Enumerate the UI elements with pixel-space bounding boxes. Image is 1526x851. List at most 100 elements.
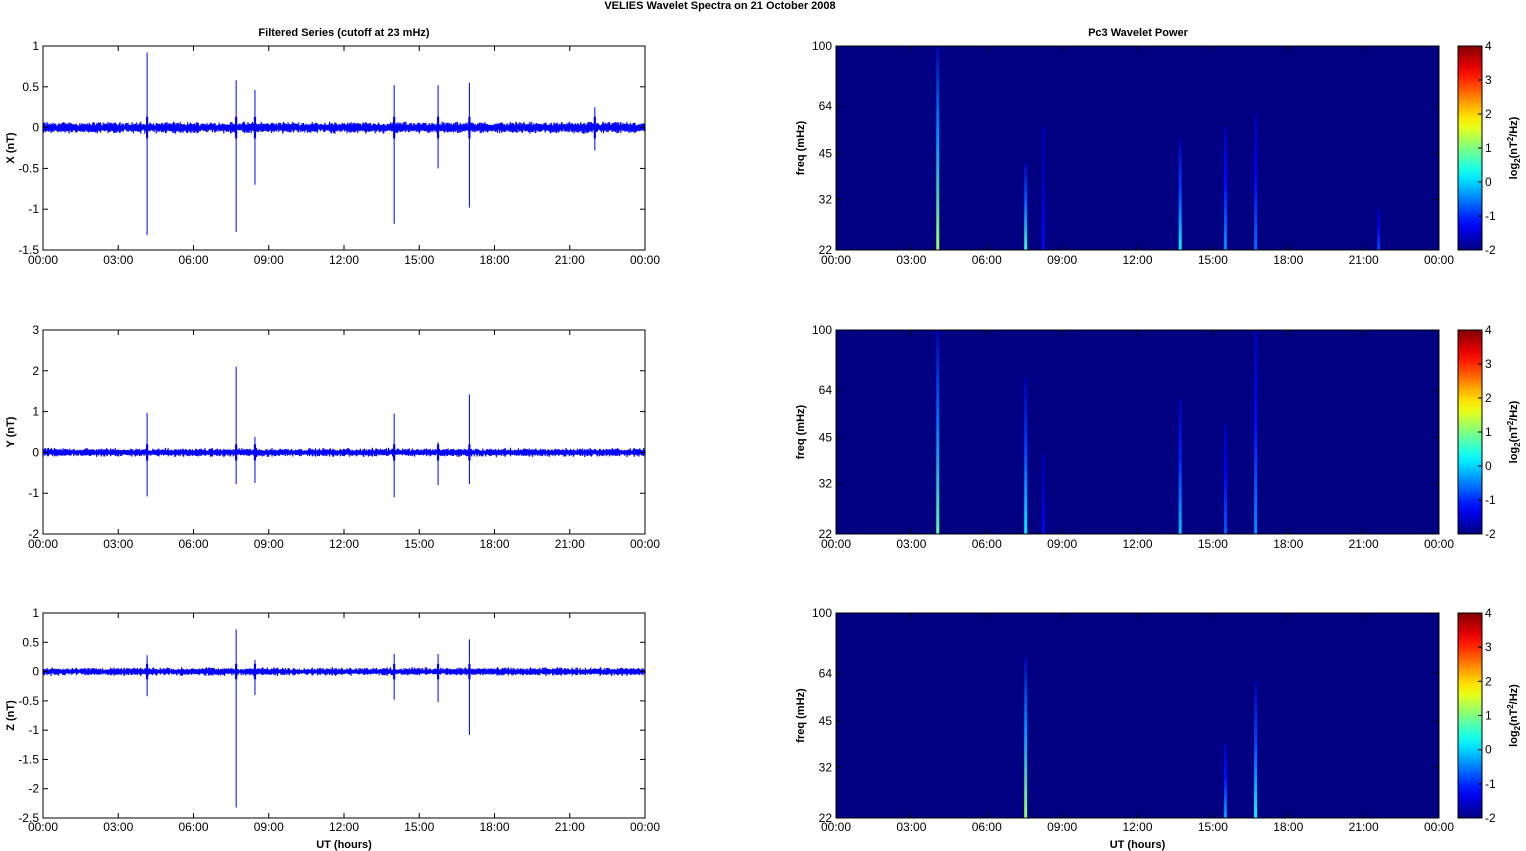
x-spectrum-colorbar-label-part: 2 [1513, 158, 1522, 163]
x-spectrum-xtick-label: 00:00 [821, 253, 851, 267]
x-spectrum-colorbar-tick-label: 4 [1485, 39, 1492, 53]
y-spectrum-colorbar-label: log2(nT2/Hz) [1506, 400, 1522, 463]
z-series-ytick-label: -2.5 [18, 811, 39, 825]
z-spectrum-ytick-label: 64 [819, 666, 833, 680]
z-spectrum-colorbar-label-part: (nT [1508, 709, 1520, 726]
x-spectrum-xtick-label: 09:00 [1047, 253, 1077, 267]
z-spectrum-ylabel: freq (mHz) [795, 688, 807, 743]
y-spectrum-ytick-label: 32 [819, 477, 833, 491]
x-spectrum-colorbar-label-part: /Hz) [1508, 116, 1520, 137]
x-series-xtick-label: 00:00 [630, 253, 660, 267]
y-series-ytick-label: -1 [28, 486, 39, 500]
z-spectrum-colorbar-label-part: 2 [1513, 725, 1522, 730]
y-spectrum-xtick-label: 00:00 [821, 537, 851, 551]
x-spectrum-xtick-label: 18:00 [1273, 253, 1303, 267]
y-spectrum-xtick-label: 03:00 [896, 537, 926, 551]
x-spectrum-ytick-label: 100 [812, 39, 832, 53]
y-spectrum-colorbar-tick-label: 0 [1485, 459, 1492, 473]
x-spectrum-colorbar-tick-label: 3 [1485, 73, 1492, 87]
x-series-xtick-label: 03:00 [103, 253, 133, 267]
y-series-xtick-label: 18:00 [479, 537, 509, 551]
y-series-xtick-label: 00:00 [630, 537, 660, 551]
y-spectrum-colorbar-tick-label: 3 [1485, 357, 1492, 371]
x-spectrum-ytick-label: 64 [819, 99, 833, 113]
z-spectrum-ytick-label: 100 [812, 606, 832, 620]
y-spectrum-xtick-label: 12:00 [1122, 537, 1152, 551]
x-spectrum-xtick-label: 06:00 [972, 253, 1002, 267]
y-spectrum-power-streak [936, 330, 940, 534]
z-series-ytick-label: -1 [28, 723, 39, 737]
z-spectrum-colorbar-tick-label: -2 [1485, 811, 1496, 825]
x-series-ylabel: X (nT) [5, 132, 17, 163]
z-series-xtick-label: 06:00 [178, 820, 208, 834]
x-series-xtick-label: 06:00 [178, 253, 208, 267]
z-spectrum-colorbar-label-part: log [1508, 730, 1520, 747]
x-spectrum-colorbar-label-part: 2 [1506, 136, 1515, 141]
y-spectrum-xtick-label: 06:00 [972, 537, 1002, 551]
x-spectrum-power-streak [1178, 139, 1182, 250]
y-series-plot-area [43, 330, 645, 534]
y-spectrum-colorbar-label-part: /Hz) [1508, 400, 1520, 421]
y-spectrum-xtick-label: 18:00 [1273, 537, 1303, 551]
x-spectrum-power-streak [936, 46, 940, 250]
y-series-xtick-label: 03:00 [103, 537, 133, 551]
z-spectrum-xlabel: UT (hours) [1110, 839, 1166, 851]
z-spectrum-xtick-label: 00:00 [821, 820, 851, 834]
y-spectrum-colorbar-label-part: log [1508, 447, 1520, 464]
x-spectrum-xtick-label: 00:00 [1424, 253, 1454, 267]
y-series-ytick-label: -2 [28, 527, 39, 541]
x-spectrum-ytick-label: 22 [819, 243, 833, 257]
y-spectrum-colorbar-tick-label: -1 [1485, 493, 1496, 507]
x-spectrum-colorbar-tick-label: 1 [1485, 141, 1492, 155]
z-series-ytick-label: 1 [32, 606, 39, 620]
x-series-ytick-label: 0 [32, 121, 39, 135]
x-spectrum-power-streak [1041, 126, 1045, 250]
y-series-xtick-label: 00:00 [28, 537, 58, 551]
z-series-xlabel: UT (hours) [316, 839, 372, 851]
y-spectrum-ytick-label: 100 [812, 323, 832, 337]
z-series-plot-area [43, 613, 645, 818]
x-spectrum-ylabel: freq (mHz) [795, 120, 807, 175]
z-spectrum-colorbar-tick-label: 2 [1485, 674, 1492, 688]
x-series-xtick-label: 12:00 [329, 253, 359, 267]
y-spectrum-power-streak [1223, 423, 1227, 534]
y-series-xtick-label: 21:00 [555, 537, 585, 551]
y-spectrum-colorbar-label-part: 2 [1513, 442, 1522, 447]
y-spectrum-ylabel: freq (mHz) [795, 404, 807, 459]
x-series-panel: 1 0.5 0 -0.5 -1 -1.5 X (nT) [5, 39, 646, 257]
y-spectrum-power-streak [1254, 330, 1258, 534]
z-spectrum-xtick-label: 18:00 [1273, 820, 1303, 834]
y-spectrum-power-streak [1041, 453, 1045, 534]
z-series-ytick-label: -0.5 [18, 694, 39, 708]
z-spectrum-xtick-label: 03:00 [896, 820, 926, 834]
x-spectrum-power-streak [1223, 126, 1227, 250]
x-series-xtick-label: 15:00 [404, 253, 434, 267]
y-spectrum-xtick-label: 00:00 [1424, 537, 1454, 551]
right-column-title: Pc3 Wavelet Power [1088, 27, 1189, 39]
x-spectrum-colorbar-label-part: (nT [1508, 141, 1520, 158]
y-spectrum-xtick-label: 15:00 [1198, 537, 1228, 551]
z-spectrum-heatmap-background [836, 613, 1439, 818]
x-spectrum-ytick-label: 45 [819, 147, 833, 161]
z-spectrum-ytick-label: 32 [819, 760, 833, 774]
x-series-plot-area [43, 46, 645, 250]
y-spectrum-colorbar-tick-label: 2 [1485, 391, 1492, 405]
y-spectrum-colorbar-tick-label: 4 [1485, 323, 1492, 337]
z-spectrum-xtick-label: 12:00 [1122, 820, 1152, 834]
y-spectrum-xtick-label: 21:00 [1349, 537, 1379, 551]
y-series-ytick-label: 0 [32, 445, 39, 459]
x-spectrum-colorbar-tick-label: 2 [1485, 107, 1492, 121]
x-series-ytick-label: -1.5 [18, 243, 39, 257]
z-spectrum-ytick-label: 45 [819, 714, 833, 728]
y-series-xtick-label: 09:00 [254, 537, 284, 551]
x-spectrum-power-streak [1377, 208, 1381, 250]
x-series-xtick-label: 21:00 [555, 253, 585, 267]
z-spectrum-colorbar-label-part: 2 [1506, 704, 1515, 709]
